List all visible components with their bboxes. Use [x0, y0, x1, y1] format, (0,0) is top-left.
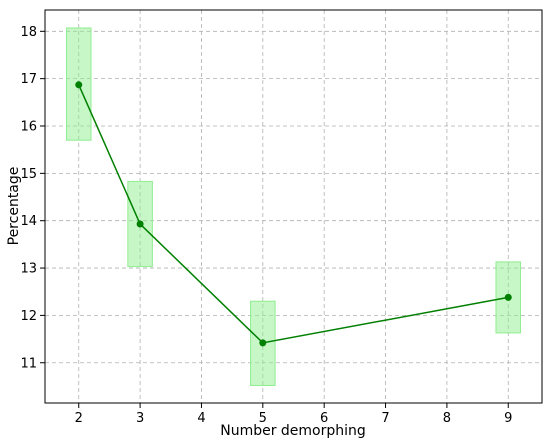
x-ticks: 2 3 4 5 6 7 8 9 [75, 403, 512, 426]
data-point [136, 220, 144, 228]
interval-bands [65, 27, 522, 386]
x-tick-label: 8 [443, 411, 451, 426]
y-tick-label: 13 [20, 262, 37, 277]
x-tick-label: 7 [381, 411, 389, 426]
x-axis-label: Number demorphing [220, 423, 366, 439]
plot-frame [44, 9, 543, 404]
x-tick-label: 9 [504, 411, 512, 426]
series-line [78, 84, 509, 344]
y-ticks: 11 12 13 14 15 16 17 18 [20, 25, 45, 371]
x-tick-label: 4 [197, 411, 205, 426]
y-tick-label: 11 [20, 356, 37, 371]
series-line-layer [78, 84, 509, 344]
y-tick-label: 17 [20, 72, 37, 87]
y-tick-label: 18 [20, 25, 37, 40]
data-point [75, 81, 83, 89]
data-point [259, 339, 267, 347]
series-points [75, 81, 512, 347]
x-tick-label: 6 [320, 411, 328, 426]
y-tick-label: 16 [20, 120, 37, 135]
y-tick-label: 14 [20, 214, 37, 229]
y-tick-label: 15 [20, 167, 37, 182]
x-tick-label: 3 [136, 411, 144, 426]
x-tick-label: 5 [259, 411, 267, 426]
y-axis-label: Percentage [6, 167, 22, 246]
y-tick-label: 12 [20, 309, 37, 324]
x-tick-label: 2 [75, 411, 83, 426]
data-point [504, 293, 512, 301]
grid [45, 10, 542, 403]
